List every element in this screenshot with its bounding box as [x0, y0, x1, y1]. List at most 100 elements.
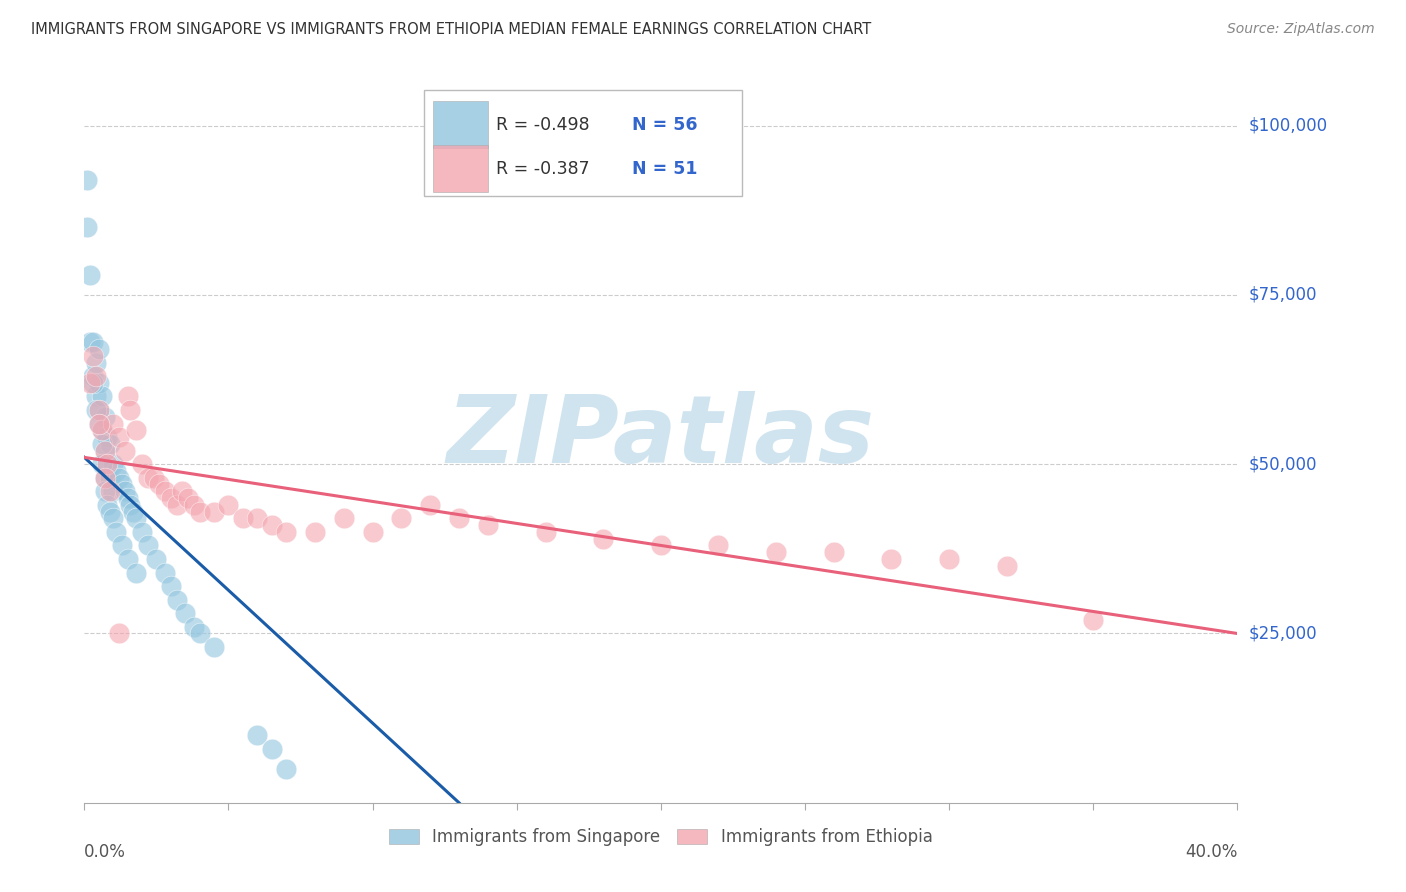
Point: [82, 376, 104, 390]
Point: [96, 498, 118, 512]
Point: [114, 484, 136, 499]
Point: [1083, 613, 1105, 627]
Point: [188, 505, 211, 519]
Point: [87, 403, 110, 417]
Point: [108, 626, 131, 640]
Point: [87, 417, 110, 431]
Point: [823, 545, 845, 559]
Point: [166, 592, 188, 607]
Point: [117, 491, 139, 505]
Point: [84, 389, 107, 403]
Point: [93, 443, 115, 458]
Point: [103, 484, 124, 499]
Point: [111, 538, 134, 552]
Point: [98, 471, 121, 485]
Text: 0.0%: 0.0%: [84, 843, 127, 861]
Point: [153, 484, 176, 499]
Text: $75,000: $75,000: [1249, 285, 1317, 304]
Point: [174, 606, 197, 620]
Point: [98, 484, 121, 499]
Point: [79, 268, 101, 282]
Point: [707, 538, 730, 552]
Point: [122, 505, 145, 519]
Point: [105, 464, 128, 478]
Point: [145, 552, 167, 566]
Point: [148, 477, 170, 491]
Text: $50,000: $50,000: [1249, 455, 1317, 473]
Point: [84, 355, 107, 369]
Text: ZIPatlas: ZIPatlas: [447, 391, 875, 483]
Point: [449, 511, 471, 525]
Point: [103, 457, 124, 471]
Point: [172, 484, 194, 499]
Point: [419, 498, 441, 512]
Point: [177, 491, 200, 505]
Point: [333, 511, 356, 525]
Point: [93, 471, 115, 485]
Point: [96, 457, 118, 471]
Point: [276, 524, 298, 539]
Text: R = -0.387: R = -0.387: [496, 160, 589, 178]
Point: [93, 471, 115, 485]
Text: $25,000: $25,000: [1249, 624, 1317, 642]
Point: [90, 389, 112, 403]
Text: Source: ZipAtlas.com: Source: ZipAtlas.com: [1227, 22, 1375, 37]
Point: [108, 471, 131, 485]
Point: [105, 524, 128, 539]
Point: [114, 443, 136, 458]
Point: [276, 762, 298, 776]
Point: [84, 403, 107, 417]
Point: [111, 477, 134, 491]
Point: [120, 498, 142, 512]
Point: [246, 728, 269, 742]
Point: [260, 741, 283, 756]
Point: [76, 220, 98, 235]
Point: [103, 417, 124, 431]
Point: [90, 423, 112, 437]
Point: [260, 518, 283, 533]
Point: [90, 457, 112, 471]
Point: [76, 172, 98, 186]
Point: [87, 342, 110, 356]
FancyBboxPatch shape: [425, 90, 741, 195]
Point: [125, 566, 148, 580]
Point: [131, 457, 153, 471]
Point: [650, 538, 672, 552]
Point: [166, 498, 188, 512]
Point: [160, 491, 183, 505]
Point: [87, 403, 110, 417]
Point: [136, 471, 159, 485]
Point: [98, 437, 121, 451]
Point: [142, 471, 165, 485]
Point: [82, 335, 104, 350]
Point: [84, 369, 107, 384]
Point: [183, 620, 205, 634]
Point: [96, 430, 118, 444]
Point: [136, 538, 159, 552]
Point: [202, 505, 225, 519]
Point: [160, 579, 183, 593]
Point: [477, 518, 499, 533]
Text: N = 56: N = 56: [633, 116, 697, 134]
Point: [938, 552, 960, 566]
Point: [79, 335, 101, 350]
Point: [93, 443, 115, 458]
Point: [90, 437, 112, 451]
Text: $100,000: $100,000: [1249, 117, 1327, 135]
Point: [765, 545, 787, 559]
FancyBboxPatch shape: [433, 101, 488, 148]
Point: [188, 626, 211, 640]
Point: [534, 524, 557, 539]
Point: [120, 403, 142, 417]
Text: R = -0.498: R = -0.498: [496, 116, 589, 134]
Point: [218, 498, 240, 512]
Point: [90, 423, 112, 437]
Point: [117, 552, 139, 566]
Point: [93, 409, 115, 424]
Point: [93, 484, 115, 499]
Point: [131, 524, 153, 539]
Text: IMMIGRANTS FROM SINGAPORE VS IMMIGRANTS FROM ETHIOPIA MEDIAN FEMALE EARNINGS COR: IMMIGRANTS FROM SINGAPORE VS IMMIGRANTS …: [31, 22, 872, 37]
Legend: Immigrants from Singapore, Immigrants from Ethiopia: Immigrants from Singapore, Immigrants fr…: [382, 822, 939, 853]
Text: 40.0%: 40.0%: [1185, 843, 1237, 861]
Text: N = 51: N = 51: [633, 160, 697, 178]
